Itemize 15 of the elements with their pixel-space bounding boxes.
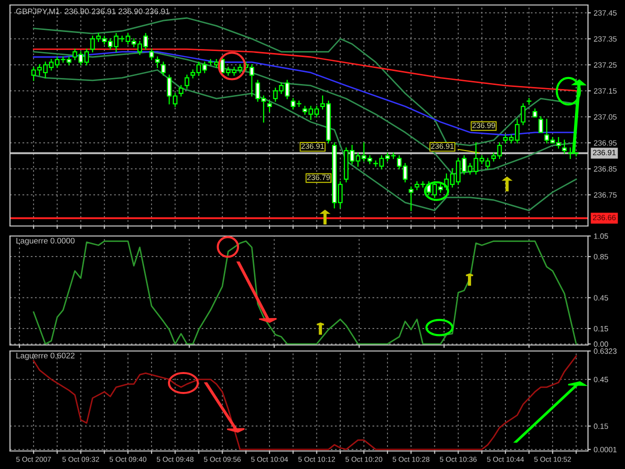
candlestick — [161, 62, 166, 76]
candlestick — [408, 186, 414, 211]
candlestick — [155, 56, 160, 68]
chart-title: GBPJPY,M1 236.90 236.91 236.90 236.91 — [16, 8, 170, 16]
candlestick — [520, 103, 526, 126]
candlestick — [149, 48, 154, 60]
line-series — [32, 69, 577, 212]
line-series — [32, 51, 577, 136]
chart-title: Laguerre 0.0000 — [16, 238, 75, 246]
candlestick — [267, 100, 272, 112]
candlestick — [184, 74, 190, 89]
candlestick — [562, 140, 567, 154]
chart-title: Laguerre 0.6022 — [16, 352, 74, 360]
candlestick — [178, 85, 184, 97]
candlestick — [538, 116, 544, 133]
